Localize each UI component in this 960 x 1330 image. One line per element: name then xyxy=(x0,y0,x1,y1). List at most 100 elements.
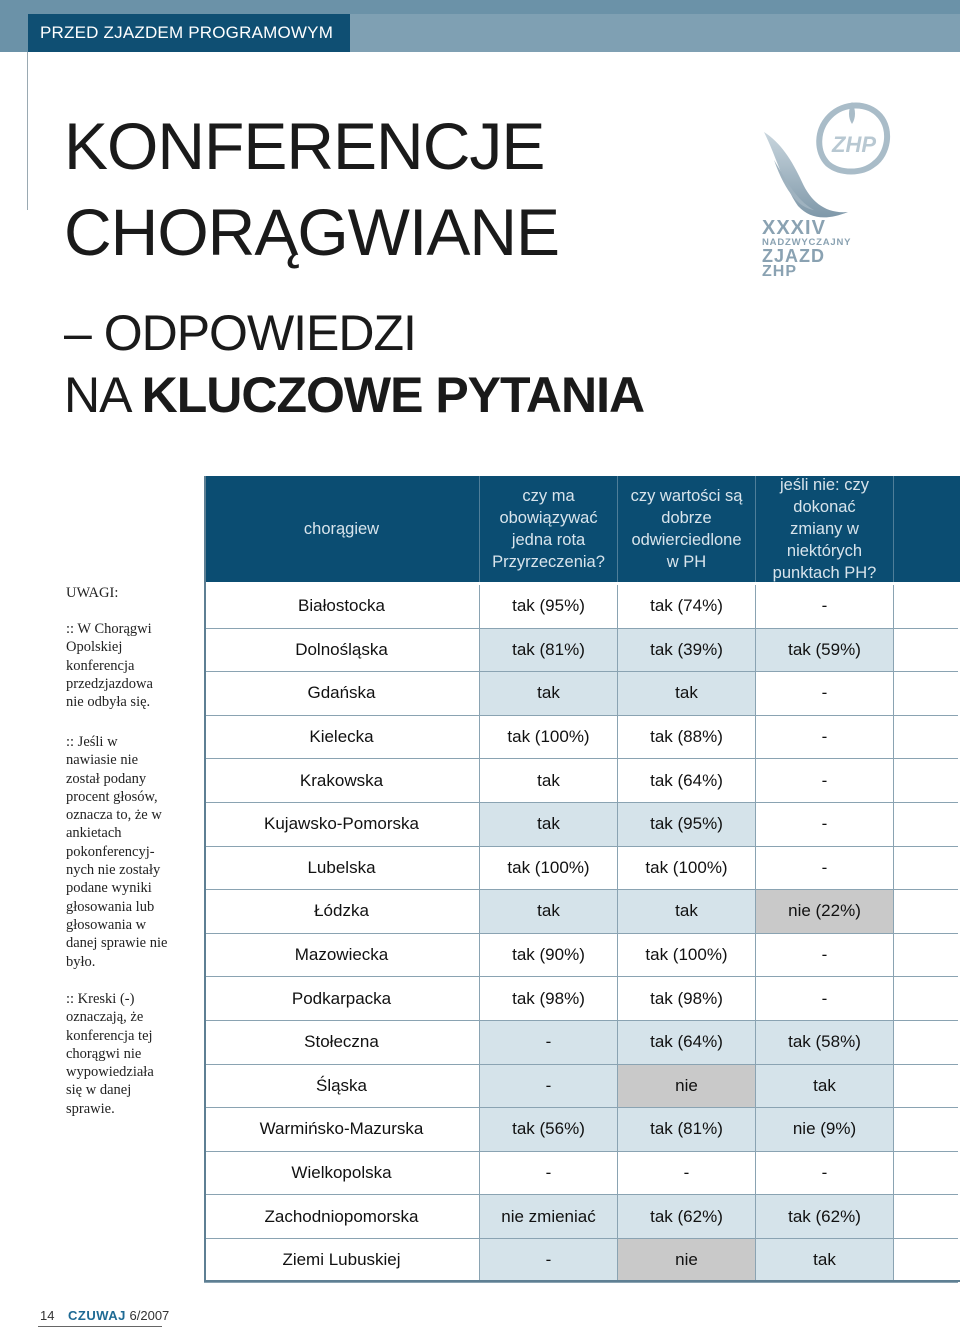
cell-zmiany: - xyxy=(756,933,894,977)
cell-zmiany: - xyxy=(756,803,894,846)
cell-wartosci: nie xyxy=(618,1239,756,1282)
footer: 14 CZUWAJ 6/2007 xyxy=(40,1308,169,1323)
cell-spacer xyxy=(894,803,958,846)
subtitle-line-2: NA KLUCZOWE PYTANIA xyxy=(64,366,645,424)
cell-spacer xyxy=(894,1151,958,1195)
cell-spacer xyxy=(894,672,958,715)
cell-wartosci: tak (64%) xyxy=(618,759,756,802)
cell-spacer xyxy=(894,628,958,672)
cell-chorągiew: Lubelska xyxy=(204,846,480,890)
cell-zmiany: nie (22%) xyxy=(756,890,894,933)
table-row: Gdańska tak tak - xyxy=(204,672,958,716)
cell-spacer xyxy=(894,977,958,1020)
cell-rota: tak (56%) xyxy=(480,1108,618,1151)
cell-chorągiew: Podkarpacka xyxy=(204,977,480,1020)
subtitle-line-1: – ODPOWIEDZI xyxy=(64,305,417,361)
cell-wartosci: tak (39%) xyxy=(618,628,756,672)
table-row: Kujawsko-Pomorska tak tak (95%) - xyxy=(204,803,958,847)
cell-rota: tak (98%) xyxy=(480,977,618,1020)
cell-wartosci: tak xyxy=(618,890,756,933)
footer-rule xyxy=(38,1326,162,1327)
logo-zhp: ZHP xyxy=(762,263,797,276)
table-frame xyxy=(204,476,960,1282)
table-row: Śląska - nie tak xyxy=(204,1064,958,1109)
table-row: Łódzka tak tak nie (22%) xyxy=(204,890,958,934)
cell-zmiany: - xyxy=(756,977,894,1020)
logo-roman-numeral: XXXIV xyxy=(762,217,826,239)
cell-wartosci: tak (64%) xyxy=(618,1021,756,1064)
results-table: chorągiew czy ma obowiązywać jedna rota … xyxy=(204,476,960,1283)
cell-zmiany: - xyxy=(756,846,894,890)
cell-rota: tak xyxy=(480,759,618,802)
table-row: Kielecka tak (100%) tak (88%) - xyxy=(204,715,958,760)
cell-zmiany: - xyxy=(756,1151,894,1195)
cell-wartosci: tak (62%) xyxy=(618,1195,756,1238)
cell-spacer xyxy=(894,585,958,628)
cell-spacer xyxy=(894,759,958,802)
cell-chorągiew: Dolnośląska xyxy=(204,628,480,672)
table-row: Dolnośląska tak (81%) tak (39%) tak (59%) xyxy=(204,628,958,673)
cell-wartosci: tak (100%) xyxy=(618,933,756,977)
cell-zmiany: - xyxy=(756,585,894,628)
table-row: Zachodniopomorska nie zmieniać tak (62%) ta… xyxy=(204,1195,958,1239)
cell-wartosci: tak (81%) xyxy=(618,1108,756,1151)
note-opolska: :: W Chorągwi Opolskiej konferencja prze… xyxy=(66,621,153,711)
logo-zjazd: ZJAZD xyxy=(762,246,825,266)
cell-spacer xyxy=(894,1108,958,1151)
cell-zmiany: tak (59%) xyxy=(756,628,894,672)
cell-chorągiew: Ziemi Lubuskiej xyxy=(204,1239,480,1282)
table-row: Krakowska tak tak (64%) - xyxy=(204,759,958,803)
cell-zmiany: - xyxy=(756,715,894,759)
title-line-2: CHORĄGWIANE xyxy=(64,195,560,269)
table-row: Mazowiecka tak (90%) tak (100%) - xyxy=(204,933,958,978)
cell-zmiany: tak (58%) xyxy=(756,1021,894,1064)
cell-zmiany: tak (62%) xyxy=(756,1195,894,1238)
page-number: 14 xyxy=(40,1308,55,1323)
cell-rota: - xyxy=(480,1239,618,1282)
cell-rota: tak xyxy=(480,803,618,846)
header-chorągiew: chorągiew xyxy=(204,476,480,582)
cell-chorągiew: Zachodniopomorska xyxy=(204,1195,480,1238)
cell-spacer xyxy=(894,933,958,977)
cell-chorągiew: Śląska xyxy=(204,1064,480,1108)
cell-wartosci: - xyxy=(618,1151,756,1195)
table-row: Stołeczna - tak (64%) tak (58%) xyxy=(204,1021,958,1065)
subtitle-bold: KLUCZOWE PYTANIA xyxy=(141,367,645,423)
cell-zmiany: - xyxy=(756,759,894,802)
cell-zmiany: - xyxy=(756,672,894,715)
logo-emblem-text: ZHP xyxy=(831,132,876,157)
cell-chorągiew: Kujawsko-Pomorska xyxy=(204,803,480,846)
cell-rota: tak xyxy=(480,672,618,715)
logo-subtitle: NADZWYCZAJNY xyxy=(762,237,851,248)
title-line-1: KONFERENCJE xyxy=(64,109,545,183)
cell-chorągiew: Kielecka xyxy=(204,715,480,759)
vertical-rule xyxy=(27,52,28,210)
table-row: Podkarpacka tak (98%) tak (98%) - xyxy=(204,977,958,1021)
cell-zmiany: tak xyxy=(756,1239,894,1282)
cell-rota: tak (95%) xyxy=(480,585,618,628)
cell-chorągiew: Wielkopolska xyxy=(204,1151,480,1195)
cell-wartosci: tak (98%) xyxy=(618,977,756,1020)
cell-spacer xyxy=(894,1195,958,1238)
section-label: PRZED ZJAZDEM PROGRAMOWYM xyxy=(40,23,334,42)
cell-chorągiew: Białostocka xyxy=(204,585,480,628)
cell-spacer xyxy=(894,1239,958,1282)
cell-wartosci: tak (74%) xyxy=(618,585,756,628)
cell-rota: tak (90%) xyxy=(480,933,618,977)
cell-rota: tak (100%) xyxy=(480,846,618,890)
cell-rota: tak (81%) xyxy=(480,628,618,672)
cell-rota: tak xyxy=(480,890,618,933)
cell-spacer xyxy=(894,1021,958,1064)
cell-wartosci: tak xyxy=(618,672,756,715)
cell-spacer xyxy=(894,890,958,933)
note-percent: :: Jeśli w nawiasie nie został podany pr… xyxy=(66,734,168,970)
notes-heading: UWAGI: xyxy=(66,585,119,601)
cell-spacer xyxy=(894,846,958,890)
table-row: Warmińsko-Mazurska tak (56%) tak (81%) nie … xyxy=(204,1108,958,1152)
cell-chorągiew: Mazowiecka xyxy=(204,933,480,977)
cell-wartosci: tak (100%) xyxy=(618,846,756,890)
magazine-name: CZUWAJ xyxy=(68,1308,126,1323)
header-wartosci: czy wartości są dobrze odwierciedlone w … xyxy=(618,476,756,582)
subtitle-prefix: NA xyxy=(64,367,142,423)
header-rota: czy ma obowiązywać jedna rota Przyrzecze… xyxy=(480,476,618,582)
